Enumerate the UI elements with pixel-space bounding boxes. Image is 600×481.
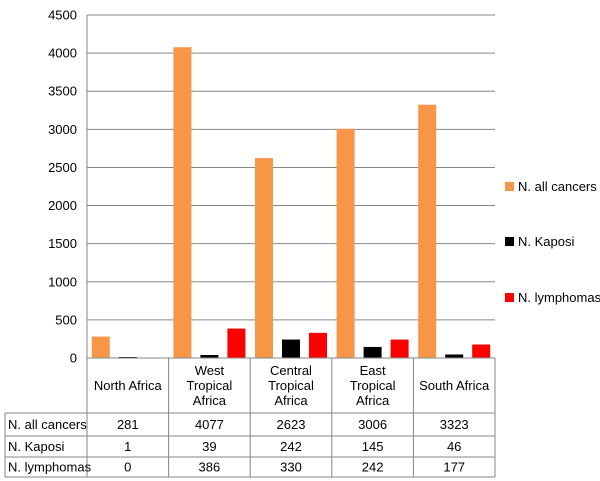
table-value: 242 xyxy=(362,460,384,475)
category-label: North Africa xyxy=(94,378,163,393)
category-label: East xyxy=(360,363,386,378)
table-value: 3006 xyxy=(358,417,387,432)
y-tick-label: 2000 xyxy=(48,198,77,213)
category-label: Tropical xyxy=(268,378,314,393)
category-label: Tropical xyxy=(350,378,396,393)
y-tick-label: 3000 xyxy=(48,122,77,137)
y-tick-label: 3500 xyxy=(48,84,77,99)
bar-n-lymphomas xyxy=(390,339,409,358)
table-value: 1 xyxy=(124,439,131,454)
y-tick-label: 4000 xyxy=(48,46,77,61)
y-tick-label: 1500 xyxy=(48,236,77,251)
table-value: 145 xyxy=(362,439,384,454)
bar-n-lymphomas xyxy=(309,332,327,358)
bar-n-kaposi xyxy=(282,339,300,358)
legend-swatch xyxy=(505,237,514,246)
bar-n-all-cancers xyxy=(91,336,110,358)
table-value: 2623 xyxy=(277,417,306,432)
table-value: 3323 xyxy=(440,417,469,432)
table-series-label: N. Kaposi xyxy=(8,439,64,454)
legend-swatch xyxy=(505,182,514,191)
category-label: Tropical xyxy=(187,378,233,393)
table-value: 39 xyxy=(202,439,216,454)
bar-n-kaposi xyxy=(200,355,219,358)
category-label: Africa xyxy=(193,393,227,408)
y-tick-label: 2500 xyxy=(48,160,77,175)
table-series-label: N. all cancers xyxy=(8,417,87,432)
legend-label: N. lymphomas xyxy=(518,290,600,305)
category-label: West xyxy=(195,363,225,378)
y-tick-label: 1000 xyxy=(48,274,77,289)
table-value: 281 xyxy=(117,417,139,432)
table-value: 242 xyxy=(280,439,302,454)
table-value: 177 xyxy=(443,460,465,475)
table-value: 386 xyxy=(199,460,221,475)
bar-n-all-cancers xyxy=(418,104,437,358)
table-value: 4077 xyxy=(195,417,224,432)
y-tick-label: 500 xyxy=(55,312,77,327)
y-tick-label: 4500 xyxy=(48,8,77,23)
category-label: Central xyxy=(270,363,312,378)
legend-label: N. Kaposi xyxy=(518,234,574,249)
y-tick-label: 0 xyxy=(70,351,77,366)
table-value: 330 xyxy=(280,460,302,475)
bar-n-all-cancers xyxy=(255,158,273,358)
category-label: Africa xyxy=(356,393,390,408)
legend-swatch xyxy=(505,293,514,302)
legend-label: N. all cancers xyxy=(518,179,597,194)
category-label: Africa xyxy=(274,393,308,408)
table-value: 0 xyxy=(124,460,131,475)
table-value: 46 xyxy=(447,439,461,454)
category-label: South Africa xyxy=(419,378,490,393)
bar-n-kaposi xyxy=(445,354,464,358)
bar-n-lymphomas xyxy=(227,328,246,358)
bar-n-all-cancers xyxy=(336,128,355,358)
table-series-label: N. lymphomas xyxy=(8,460,92,475)
bar-n-all-cancers xyxy=(173,47,192,358)
bar-n-lymphomas xyxy=(472,344,491,358)
bar-n-kaposi xyxy=(363,346,382,358)
